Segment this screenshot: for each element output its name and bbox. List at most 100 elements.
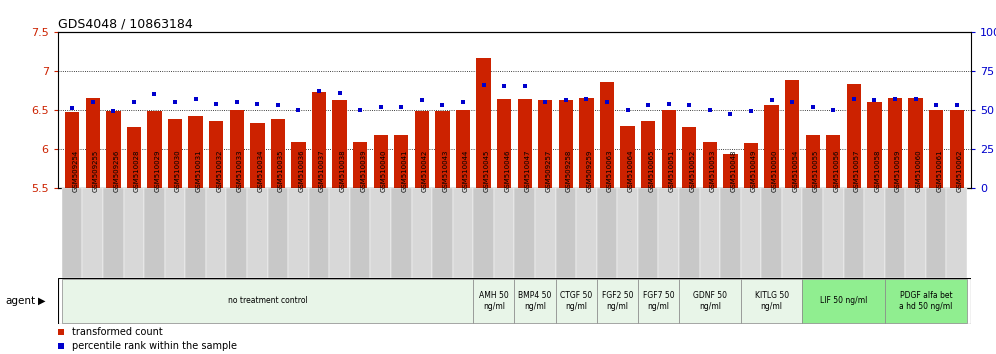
Bar [514, 279, 556, 323]
Text: PDGF alfa bet
a hd 50 ng/ml: PDGF alfa bet a hd 50 ng/ml [899, 291, 952, 310]
Bar [929, 110, 943, 188]
Text: GSM510052: GSM510052 [689, 150, 695, 192]
Bar [823, 188, 844, 278]
Bar [764, 105, 779, 188]
Text: GSM510037: GSM510037 [319, 149, 325, 192]
Text: FGF7 50
ng/ml: FGF7 50 ng/ml [642, 291, 674, 310]
Bar [618, 188, 637, 278]
Text: GSM510051: GSM510051 [668, 150, 674, 192]
Bar [268, 188, 288, 278]
Bar [494, 188, 514, 278]
Bar [884, 188, 905, 278]
Bar [226, 188, 247, 278]
Bar [782, 188, 803, 278]
Text: ▶: ▶ [38, 296, 46, 306]
Bar [844, 188, 865, 278]
Text: GSM510047: GSM510047 [525, 150, 531, 192]
Text: FGF2 50
ng/ml: FGF2 50 ng/ml [602, 291, 633, 310]
Bar [556, 188, 576, 278]
Bar [535, 188, 556, 278]
Bar [394, 136, 408, 188]
Bar [374, 135, 387, 188]
Bar [333, 101, 347, 188]
Bar [453, 188, 473, 278]
Bar [229, 110, 244, 188]
Bar [741, 188, 761, 278]
Text: GSM509257: GSM509257 [545, 150, 552, 192]
Bar [908, 98, 922, 188]
Text: GSM510049: GSM510049 [751, 150, 757, 192]
Bar [720, 188, 741, 278]
Bar [103, 188, 124, 278]
Bar [83, 188, 103, 278]
Bar [597, 188, 618, 278]
Text: GSM510033: GSM510033 [237, 149, 243, 192]
Text: GSM510048: GSM510048 [730, 150, 736, 192]
Bar [905, 188, 926, 278]
Bar [723, 154, 738, 188]
Bar [679, 188, 699, 278]
Bar [744, 143, 758, 188]
Bar [600, 82, 615, 188]
Bar [291, 142, 306, 188]
Bar [538, 101, 553, 188]
Text: GSM509255: GSM509255 [93, 150, 99, 192]
Text: AMH 50
ng/ml: AMH 50 ng/ml [479, 291, 509, 310]
Text: GSM510045: GSM510045 [484, 150, 490, 192]
Bar [597, 279, 637, 323]
Bar [185, 188, 206, 278]
Bar [124, 188, 144, 278]
Text: GSM510042: GSM510042 [422, 150, 428, 192]
Text: GSM509254: GSM509254 [72, 150, 78, 192]
Bar [435, 111, 449, 188]
Bar [497, 99, 511, 188]
Bar [126, 127, 141, 188]
Bar [411, 188, 432, 278]
Bar [330, 188, 350, 278]
Bar [826, 136, 841, 188]
Bar [559, 99, 573, 188]
Bar [661, 110, 676, 188]
Text: GDNF 50
ng/ml: GDNF 50 ng/ml [693, 291, 727, 310]
Bar [247, 188, 268, 278]
Text: GSM510038: GSM510038 [340, 149, 346, 192]
Bar [86, 98, 100, 188]
Bar [637, 188, 658, 278]
Text: GSM510035: GSM510035 [278, 150, 284, 192]
Text: GSM510062: GSM510062 [957, 150, 963, 192]
Bar [699, 188, 720, 278]
Bar [164, 188, 185, 278]
Bar [946, 188, 967, 278]
Bar [209, 121, 223, 188]
Bar [580, 98, 594, 188]
Bar [761, 188, 782, 278]
Bar [353, 142, 368, 188]
Bar [884, 279, 967, 323]
Text: no treatment control: no treatment control [228, 296, 308, 306]
Text: GDS4048 / 10863184: GDS4048 / 10863184 [58, 18, 192, 31]
Bar [847, 84, 862, 188]
Bar [250, 123, 265, 188]
Bar [865, 188, 884, 278]
Text: GSM510063: GSM510063 [607, 149, 613, 192]
Bar [658, 188, 679, 278]
Bar [167, 119, 182, 188]
Text: agent: agent [5, 296, 35, 306]
Text: GSM510039: GSM510039 [361, 149, 367, 192]
Bar [58, 278, 971, 324]
Text: GSM510044: GSM510044 [463, 150, 469, 192]
Text: GSM509258: GSM509258 [566, 150, 572, 192]
Bar [926, 188, 946, 278]
Text: GSM510058: GSM510058 [874, 150, 880, 192]
Bar [576, 188, 597, 278]
Bar [432, 188, 453, 278]
Text: GSM510030: GSM510030 [175, 149, 181, 192]
Bar [62, 279, 473, 323]
Bar [107, 111, 121, 188]
Text: GSM510046: GSM510046 [504, 150, 510, 192]
Text: GSM510064: GSM510064 [627, 150, 633, 192]
Bar [637, 279, 679, 323]
Text: GSM510036: GSM510036 [299, 149, 305, 192]
Text: GSM510031: GSM510031 [195, 149, 201, 192]
Bar [144, 188, 164, 278]
